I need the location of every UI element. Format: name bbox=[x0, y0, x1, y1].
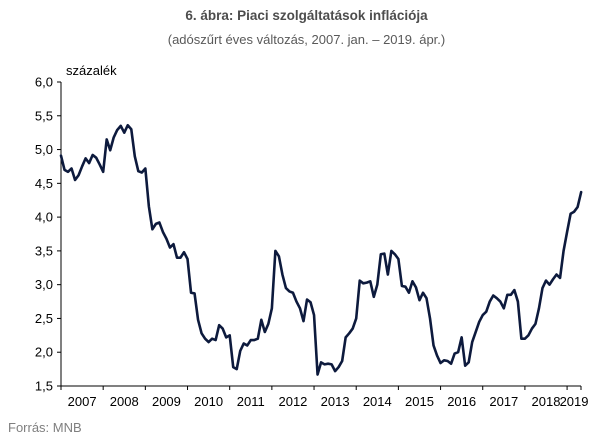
y-tick-label: 3,0 bbox=[35, 277, 53, 292]
x-tick-label: 2019 bbox=[560, 394, 589, 409]
x-tick-label: 2017 bbox=[489, 394, 518, 409]
y-tick-label: 5,5 bbox=[35, 108, 53, 123]
y-tick-label: 1,5 bbox=[35, 379, 53, 394]
y-tick-label: 3,5 bbox=[35, 243, 53, 258]
y-tick-labels: 6,0 5,5 5,0 4,5 4,0 3,5 3,0 2,5 2,0 1,5 bbox=[35, 75, 53, 394]
chart-subtitle: (adószűrt éves változás, 2007. jan. – 20… bbox=[167, 32, 446, 47]
x-tick-label: 2010 bbox=[194, 394, 223, 409]
y-tick-label: 6,0 bbox=[35, 75, 53, 90]
x-tick-label: 2013 bbox=[321, 394, 350, 409]
y-tick-label: 2,5 bbox=[35, 311, 53, 326]
x-tick-label: 2011 bbox=[237, 394, 265, 409]
y-tick-label: 5,0 bbox=[35, 142, 53, 157]
x-tick-label: 2015 bbox=[405, 394, 434, 409]
x-tick-label: 2016 bbox=[447, 394, 476, 409]
axes bbox=[57, 81, 582, 390]
plot-area bbox=[59, 123, 583, 376]
y-tick-label: 2,0 bbox=[35, 345, 53, 360]
x-tick-label: 2007 bbox=[68, 394, 97, 409]
x-tick-label: 2012 bbox=[278, 394, 307, 409]
x-tick-label: 2018 bbox=[532, 394, 561, 409]
x-tick-label: 2009 bbox=[152, 394, 181, 409]
y-tick-label: 4,0 bbox=[35, 210, 53, 225]
x-tick-label: 2008 bbox=[110, 394, 139, 409]
x-tick-label: 2014 bbox=[363, 394, 392, 409]
series-line bbox=[59, 123, 583, 376]
source-note: Forrás: MNB bbox=[8, 420, 82, 435]
x-tick-labels: 2007 2008 2009 2010 2011 2012 2013 2014 2015 2016… bbox=[68, 394, 589, 409]
y-axis-label: százalék bbox=[66, 63, 117, 78]
chart-title: 6. ábra: Piaci szolgáltatások inflációja bbox=[185, 8, 428, 23]
y-tick-label: 4,5 bbox=[35, 176, 53, 191]
